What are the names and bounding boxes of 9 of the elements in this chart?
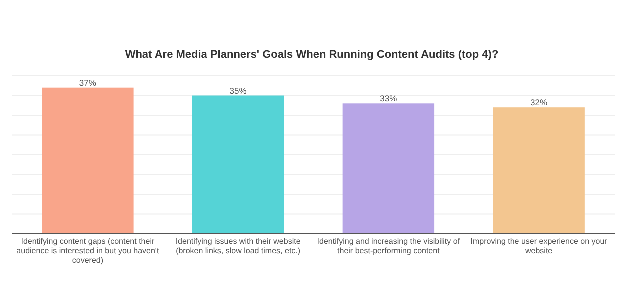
data-label: 33% xyxy=(380,94,398,104)
x-tick-label: Identifying issues with their website (broken links, slow load times, etc.) xyxy=(176,237,302,256)
data-label: 32% xyxy=(530,98,548,108)
data-label: 35% xyxy=(230,86,248,96)
data-label: 37% xyxy=(79,78,97,88)
x-tick-label: Identifying and increasing the visibility of their best-performing content xyxy=(317,237,461,256)
chart-title: What Are Media Planners' Goals When Running Content Audits (top 4)? xyxy=(125,49,499,61)
x-tick-label: Improving the user experience on your website xyxy=(470,237,608,256)
x-tick-label: Identifying content gaps (content their audience is interested in but you haven't covered) xyxy=(16,237,160,265)
